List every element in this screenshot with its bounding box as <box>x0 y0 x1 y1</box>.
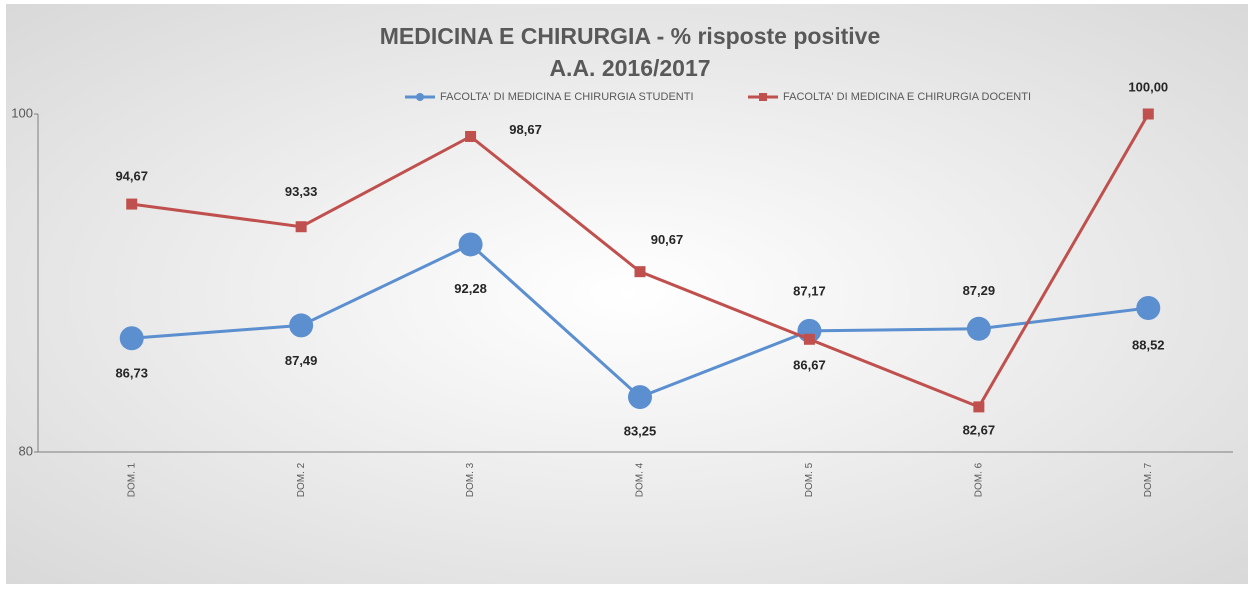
data-label: 90,67 <box>651 232 684 247</box>
data-label: 93,33 <box>285 184 318 199</box>
x-tick-label: DOM. 7 <box>1143 462 1154 497</box>
x-tick-label: DOM. 4 <box>635 462 646 497</box>
data-label: 86,73 <box>115 366 148 381</box>
point-marker <box>634 266 646 278</box>
x-tick-label: DOM. 2 <box>296 462 307 497</box>
legend-label: FACOLTA' DI MEDICINA E CHIRURGIA DOCENTI <box>783 91 1031 103</box>
point-marker <box>973 401 985 413</box>
point-marker <box>295 221 307 233</box>
data-label: 86,67 <box>793 358 826 373</box>
y-tick-label: 100 <box>11 105 33 120</box>
data-label: 83,25 <box>624 424 657 439</box>
point-marker <box>458 232 483 257</box>
point-marker <box>628 385 652 410</box>
point-marker <box>1142 108 1154 120</box>
data-label: 87,29 <box>963 283 996 298</box>
point-marker <box>1136 296 1161 321</box>
data-label: 88,52 <box>1132 337 1165 352</box>
x-tick-label: DOM. 6 <box>973 462 984 497</box>
data-label: 94,67 <box>115 169 148 184</box>
point-marker <box>803 333 815 345</box>
chart-title: MEDICINA E CHIRURGIA - % risposte positi… <box>380 23 881 49</box>
data-label: 92,28 <box>454 281 487 296</box>
data-label: 100,00 <box>1128 79 1168 94</box>
point-marker <box>126 198 138 210</box>
legend-marker <box>416 93 424 101</box>
x-tick-label: DOM. 3 <box>465 462 476 497</box>
data-label: 87,49 <box>285 353 318 368</box>
x-tick-label: DOM. 5 <box>804 462 815 497</box>
point-marker <box>966 316 991 341</box>
chart-subtitle: A.A. 2016/2017 <box>549 55 710 81</box>
data-label: 98,67 <box>509 122 542 137</box>
x-tick-label: DOM. 1 <box>126 462 137 497</box>
chart-background <box>6 4 1248 584</box>
data-label: 87,17 <box>793 283 826 298</box>
legend-label: FACOLTA' DI MEDICINA E CHIRURGIA STUDENT… <box>440 91 694 103</box>
point-marker <box>465 130 477 142</box>
legend-marker <box>759 93 767 101</box>
data-label: 82,67 <box>963 422 996 437</box>
point-marker <box>289 313 314 338</box>
point-marker <box>119 326 144 351</box>
y-tick-label: 80 <box>19 443 33 458</box>
